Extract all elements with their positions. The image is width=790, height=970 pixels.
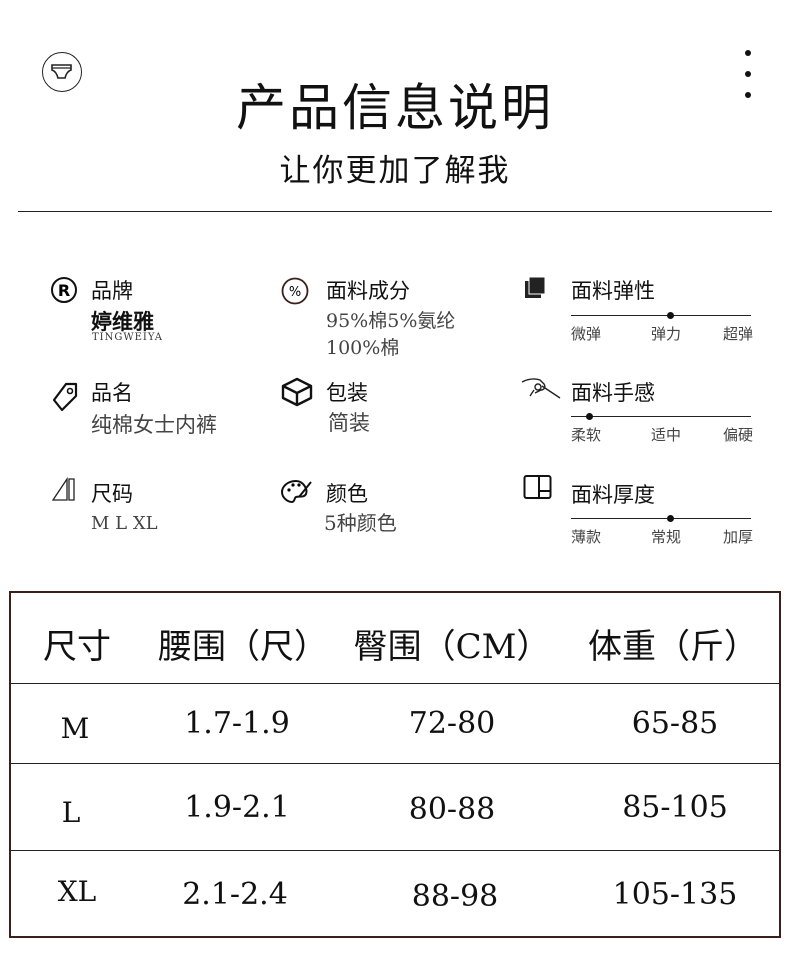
more-vertical-icon[interactable]: [740, 50, 756, 106]
tick-label: 加厚: [722, 528, 753, 546]
color-label: 颜色: [326, 482, 368, 506]
cell-size: L: [61, 796, 81, 829]
tick-label: 薄款: [571, 528, 602, 546]
thickness-marker: [667, 515, 674, 522]
tick-label: 偏硬: [722, 426, 753, 444]
cell-waist: 1.9-2.1: [184, 790, 290, 825]
cell-weight: 85-105: [622, 790, 728, 825]
size-value: M L XL: [91, 513, 158, 534]
svg-text:R: R: [58, 281, 70, 300]
tick-label: 柔软: [571, 426, 602, 444]
cell-waist: 2.1-2.4: [182, 877, 288, 912]
thickness-scale: 薄款 常规 加厚: [571, 515, 753, 558]
fabric-icon: [523, 276, 553, 306]
material-label: 面料成分: [326, 279, 410, 303]
name-value: 纯棉女士内裤: [91, 413, 217, 437]
header-size: 尺寸: [43, 627, 111, 667]
package-label: 包装: [326, 381, 368, 405]
tick-label: 超弹: [722, 325, 753, 343]
cell-size: XL: [57, 875, 97, 908]
package-value: 简装: [328, 411, 370, 435]
cell-waist: 1.7-1.9: [184, 706, 290, 741]
material-line-1: 95%棉5%氨纶: [326, 310, 456, 332]
cell-weight: 105-135: [612, 877, 738, 912]
cell-size: M: [60, 712, 90, 745]
underwear-icon: [42, 52, 82, 92]
elasticity-marker: [667, 312, 674, 319]
brand-value: 婷维雅: [91, 309, 154, 334]
cell-hip: 80-88: [408, 792, 496, 827]
tick-label: 弹力: [651, 325, 682, 343]
hand-icon: [520, 376, 562, 406]
roll-icon: [523, 473, 553, 503]
table-row: XL 2.1-2.4 88-98 105-135: [11, 851, 779, 938]
feel-scale: 柔软 适中 偏硬: [571, 413, 753, 456]
feel-label: 面料手感: [571, 381, 655, 405]
page-title: 产品信息说明: [236, 79, 554, 137]
size-table: 尺寸 腰围（尺） 臀围（CM） 体重（斤） M 1.7-1.9 72-80 65…: [9, 591, 781, 938]
material-line-2: 100%棉: [326, 337, 400, 359]
percent-icon: %: [281, 277, 311, 307]
palette-icon: [280, 478, 312, 508]
tick-label: 微弹: [571, 325, 602, 343]
cell-hip: 88-98: [411, 879, 499, 914]
svg-text:%: %: [289, 285, 301, 300]
color-value: 5种颜色: [324, 511, 397, 535]
tick-label: 常规: [651, 528, 682, 546]
table-header-row: 尺寸 腰围（尺） 臀围（CM） 体重（斤）: [11, 593, 779, 684]
header-weight: 体重（斤）: [588, 627, 758, 667]
cell-weight: 65-85: [631, 706, 719, 741]
size-label: 尺码: [91, 482, 133, 506]
tag-icon: [50, 380, 80, 412]
page-subtitle: 让你更加了解我: [279, 153, 511, 189]
header-waist: 腰围（尺）: [158, 627, 328, 667]
table-row: L 1.9-2.1 80-88 85-105: [11, 764, 779, 851]
header-hip: 臀围（CM）: [353, 627, 551, 667]
elasticity-scale: 微弹 弹力 超弹: [571, 312, 753, 355]
thickness-label: 面料厚度: [571, 483, 655, 507]
elasticity-label: 面料弹性: [571, 279, 655, 303]
box-icon: [280, 376, 313, 407]
name-label: 品名: [91, 381, 133, 405]
registered-icon: R: [50, 276, 80, 306]
cell-hip: 72-80: [408, 706, 496, 741]
brand-label: 品牌: [91, 279, 133, 303]
tick-label: 适中: [651, 426, 682, 444]
ruler-icon: [51, 476, 82, 507]
feel-marker: [586, 413, 593, 420]
brand-value-en: TINGWEIYA: [92, 332, 163, 343]
table-row: M 1.7-1.9 72-80 65-85: [11, 684, 779, 764]
divider: [18, 211, 772, 212]
